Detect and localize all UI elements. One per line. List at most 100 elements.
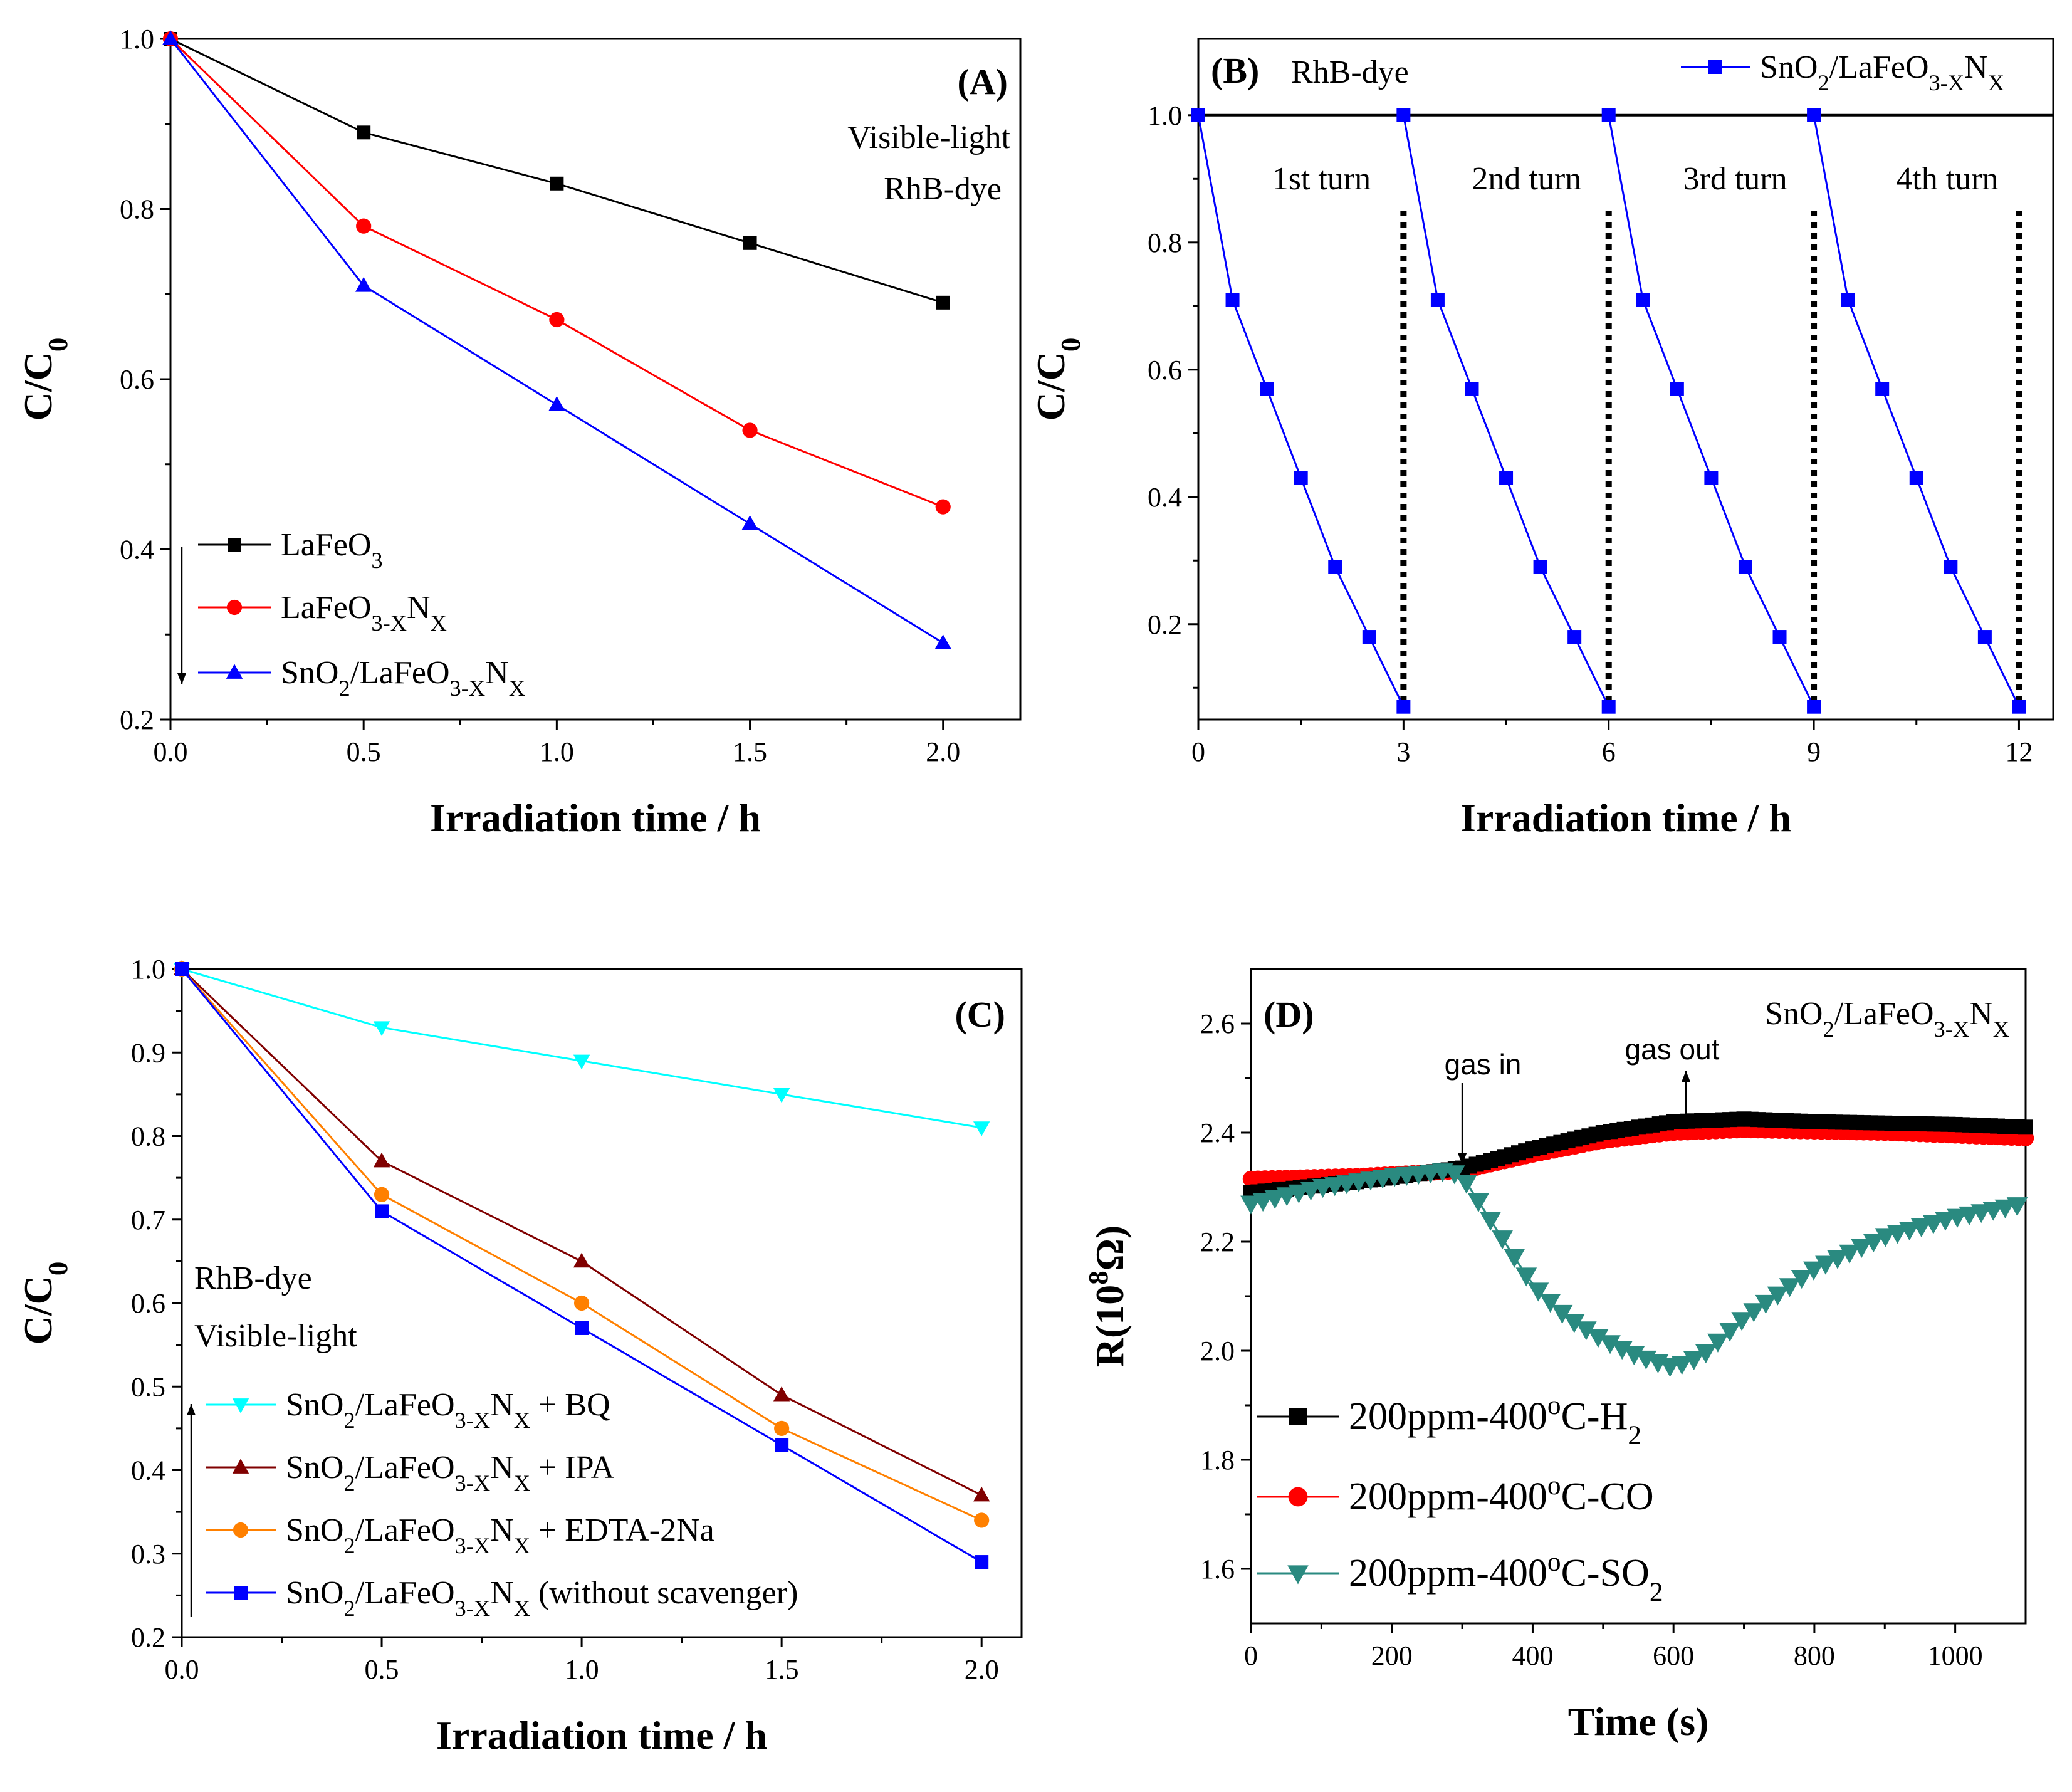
legend-label: SnO2/LaFeO3-XNX + EDTA-2Na	[286, 1512, 714, 1558]
panel-d-series-2-point	[1743, 1303, 1765, 1323]
panel-d-series-2-point	[1588, 1329, 1609, 1348]
panel-b-cycle-2-line	[1402, 115, 1610, 708]
legend-marker	[228, 538, 241, 552]
panel-b-cycle-2-point	[1567, 630, 1582, 644]
panel-a-series-0-point	[550, 176, 564, 191]
panel-d-series-2-point	[1947, 1208, 1968, 1228]
y-tick-label: 0.6	[120, 364, 154, 395]
panel-b-cycle-1-point	[1225, 293, 1240, 307]
panel-d-series-2-point	[1886, 1225, 1908, 1244]
legend-marker	[1288, 1487, 1308, 1507]
annotation: SnO2/LaFeO3-XNX	[1765, 996, 2009, 1042]
panel-d-series-2-point	[1527, 1282, 1549, 1302]
panel-a-series-2-point	[741, 515, 758, 530]
panel-a-series-2-point	[162, 30, 179, 45]
panel-d-series-2-point	[1898, 1222, 1920, 1241]
x-tick-label: 200	[1371, 1640, 1413, 1671]
y-tick-label: 1.0	[1148, 100, 1182, 131]
annotation: RhB-dye	[1291, 55, 1409, 90]
x-tick-label: 0.0	[165, 1654, 199, 1685]
panel-b-cycle-3-line	[1608, 115, 1815, 708]
annotation: RhB-dye	[194, 1260, 312, 1296]
x-tick-label: 1000	[1928, 1640, 1983, 1671]
panel-b-cycle-3-point	[1738, 560, 1752, 574]
panel-c-series-1-point	[973, 1486, 990, 1502]
panel-b-cycle-2-point	[1465, 382, 1479, 396]
panel-a-series-2-point	[548, 396, 565, 411]
y-tick-label: 2.4	[1200, 1118, 1235, 1148]
y-tick-label: 1.8	[1200, 1445, 1235, 1475]
panel-d-series-2-point	[1515, 1267, 1537, 1287]
panel-c-series-2-line	[181, 968, 982, 1521]
panel-c-series-0-point	[573, 1054, 590, 1070]
panel-b-cycle-2-point	[1533, 560, 1547, 574]
panel-b-cycle-4-point	[1909, 471, 1923, 485]
panel-b-cycle-3-point	[1807, 700, 1821, 714]
panel-c-series-2-point	[974, 1512, 990, 1528]
y-tick-label: 0.4	[131, 1455, 165, 1486]
panel-d-series-2-point	[1264, 1190, 1286, 1209]
panel-b-chart: 0 3 6 9 12 0.2 0.4 0.6 0.8 1.0 Irradiation time / …	[1028, 38, 2054, 840]
x-tick-label: 3	[1396, 736, 1410, 767]
x-tick-label: 1.0	[565, 1654, 599, 1685]
panel-a-series-1-point	[935, 499, 951, 515]
panel-b-cycle-2-point	[1430, 293, 1445, 307]
gas-out-arrow-head	[1682, 1071, 1690, 1082]
panel-a-series-1-line	[169, 38, 944, 508]
legend-order-arrow-head	[177, 673, 186, 684]
legend-marker	[1287, 1565, 1309, 1585]
panel-label: (A)	[957, 61, 1008, 102]
y-tick-label: 0.2	[1148, 609, 1182, 640]
y-tick-label: 2.6	[1200, 1009, 1235, 1039]
panel-a-series-2-point	[355, 276, 372, 292]
panel-d-series-2-point	[1252, 1193, 1274, 1212]
panel-b-cycle-4-point	[1944, 560, 1958, 574]
y-tick-label: 0.4	[120, 535, 154, 565]
panel-a-series-0-line	[170, 38, 944, 304]
x-axis-title: Irradiation time / h	[436, 1713, 767, 1758]
y-axis-title: R(108Ω)	[1082, 1225, 1132, 1368]
panel-d-series-2-point	[1504, 1249, 1525, 1268]
panel-d-series-2-point	[1791, 1269, 1813, 1289]
x-tick-label: 600	[1653, 1640, 1694, 1671]
x-tick-label: 1.5	[765, 1654, 799, 1685]
legend-order-arrow-head	[187, 1404, 196, 1415]
x-tick-label: 2.0	[965, 1654, 999, 1685]
y-tick-label: 0.6	[131, 1288, 165, 1319]
panel-b-cycle-4-point	[2012, 700, 2026, 714]
panel-d-series-2-point	[1839, 1244, 1860, 1264]
panel-label: (C)	[955, 994, 1005, 1035]
panel-a-series-1-point	[549, 312, 565, 328]
annotation: RhB-dye	[884, 171, 1002, 207]
panel-b-cycle-2-point	[1499, 471, 1514, 485]
y-tick-label: 0.2	[131, 1622, 165, 1653]
panel-b-cycle-3-point	[1772, 630, 1787, 644]
panel-d-series-2-point	[1576, 1321, 1597, 1341]
panel-d-series-2-point	[1923, 1215, 1944, 1234]
panel-d-series-2-point	[1659, 1358, 1681, 1377]
legend-label: SnO2/LaFeO3-XNX + BQ	[286, 1387, 610, 1433]
panel-b-cycle-1-point	[1362, 630, 1376, 644]
legend-label: SnO2/LaFeO3-XNX	[281, 655, 525, 701]
y-tick-label: 0.5	[131, 1371, 165, 1402]
panel-c-chart: 0.0 0.5 1.0 1.5 2.0 0.2 0.3 0.4 0.5 0.6 0.7 0.8 0.9 1…	[16, 954, 1023, 1758]
legend-marker	[226, 599, 243, 616]
y-tick-label: 0.9	[131, 1037, 165, 1068]
x-tick-label: 0	[1244, 1640, 1258, 1671]
panel-d-series-2-point	[1276, 1187, 1298, 1207]
y-tick-label: 0.8	[1148, 228, 1182, 258]
panel-d-series-2-point	[1935, 1212, 1956, 1231]
panel-d-series-2-point	[1994, 1199, 2016, 1218]
panel-d-series-2-point	[1779, 1278, 1801, 1297]
gas-in-arrow-head	[1458, 1153, 1467, 1165]
panel-b-cycle-4-line	[1813, 115, 2020, 708]
panel-d-series-2-point	[1815, 1255, 1836, 1275]
panel-d-series-2-point	[1539, 1294, 1561, 1313]
gas-in-label: gas in	[1445, 1048, 1522, 1081]
panel-c-series-0-point	[973, 1121, 990, 1136]
panel-d-series-2-point	[1443, 1165, 1465, 1185]
y-tick-label: 0.8	[120, 194, 154, 225]
legend-marker	[233, 1522, 249, 1538]
legend-marker	[232, 1398, 249, 1413]
panel-c-series-2-point	[573, 1295, 590, 1311]
